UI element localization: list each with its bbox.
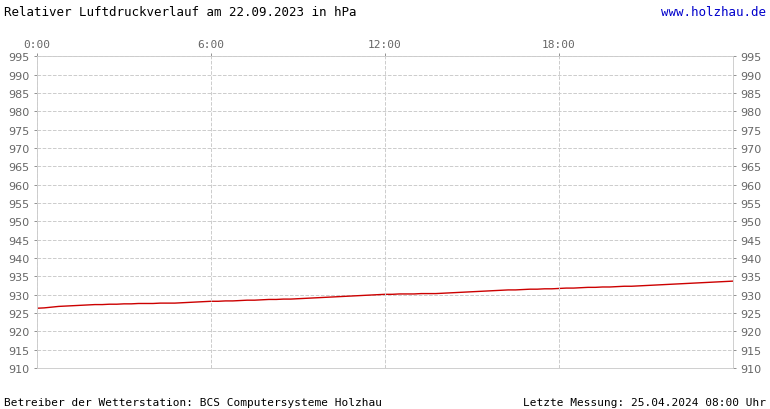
Text: Relativer Luftdruckverlauf am 22.09.2023 in hPa: Relativer Luftdruckverlauf am 22.09.2023…: [4, 6, 357, 19]
Text: www.holzhau.de: www.holzhau.de: [661, 6, 766, 19]
Text: Betreiber der Wetterstation: BCS Computersysteme Holzhau: Betreiber der Wetterstation: BCS Compute…: [4, 397, 382, 407]
Text: Letzte Messung: 25.04.2024 08:00 Uhr: Letzte Messung: 25.04.2024 08:00 Uhr: [523, 397, 766, 407]
